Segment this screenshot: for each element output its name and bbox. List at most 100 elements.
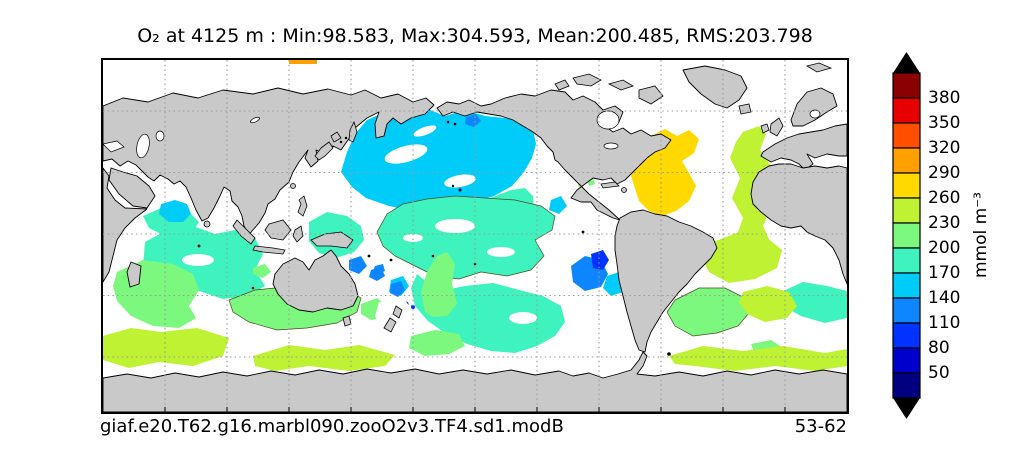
- land-arctic-island-1: [572, 73, 602, 87]
- o2-patch-gulf-of-alaska-blue: [465, 114, 481, 127]
- land-java: [252, 245, 286, 255]
- islands-layer: [103, 62, 833, 356]
- o2-patch-argentine-basin: [666, 287, 750, 337]
- land-eurasia: [103, 87, 435, 236]
- colorbar-segment: [892, 197, 921, 224]
- lake-baikal: [250, 116, 260, 124]
- caspian-sea: [136, 133, 150, 159]
- colorbar-segment: [892, 322, 921, 349]
- land-europe: [760, 123, 847, 171]
- land-south-america: [614, 209, 718, 353]
- land-new-guinea: [310, 231, 354, 249]
- colorbar-tick-label: 350: [928, 113, 960, 133]
- land-borneo: [264, 219, 292, 241]
- o2-patch-south-pacific-tongue: [421, 252, 457, 317]
- land-sulawesi: [292, 225, 304, 243]
- o2-patch-tropical-pacific: [376, 195, 556, 280]
- colorbar-segment: [892, 147, 921, 174]
- colorbar-tick-label: 380: [928, 88, 960, 108]
- colorbar-tick-label: 170: [928, 263, 960, 283]
- land-hispaniola: [621, 187, 627, 193]
- o2-patch-se-atlantic: [781, 282, 847, 323]
- land-arctic-island-2: [607, 79, 634, 91]
- bottom-axis-ticks: [164, 407, 786, 412]
- colorbar-segment: [892, 122, 921, 149]
- colorbar-tick-label: 230: [928, 213, 960, 233]
- o2-patch-central-pacific-cyan: [549, 196, 567, 214]
- colorbar-tick-label: 290: [928, 163, 960, 183]
- o2-patch-antarctic-band-east: [669, 346, 847, 371]
- colorbar-segment: [892, 347, 921, 374]
- colorbar-segment: [892, 247, 921, 274]
- colorbar-under-arrow: [893, 398, 920, 419]
- plot-title: O₂ at 4125 m : Min:98.583, Max:304.593, …: [137, 25, 813, 47]
- o2-patch-coral-sea-blue-1: [349, 256, 367, 274]
- o2-patch-nw-australia: [253, 264, 271, 278]
- world-map: [103, 60, 847, 412]
- land-sakhalin: [348, 120, 358, 143]
- land-cuba: [600, 181, 620, 189]
- great-lakes: [603, 142, 619, 150]
- land-arctic-island-3: [554, 79, 570, 91]
- land-greenland: [682, 65, 748, 109]
- land-sumatra: [232, 219, 256, 245]
- o2-patch-north-pacific: [341, 108, 536, 211]
- land-svalbard: [805, 62, 833, 73]
- o2-patch-cape-basin: [739, 286, 797, 322]
- colorbar-tick-label: 80: [928, 338, 950, 358]
- land-sri-lanka: [203, 220, 211, 228]
- land-arabia: [108, 167, 156, 209]
- colorbar-units-label: mmol m⁻³: [971, 192, 991, 278]
- colorbar-segment: [892, 372, 921, 399]
- graticule: [103, 60, 847, 412]
- colorbar: 380 350 320 290 260 230 200 170 140 110 …: [892, 52, 991, 419]
- colorbar-segment: [892, 272, 921, 299]
- o2-patch-philippine-blue: [390, 281, 405, 297]
- colorbar-segments: [892, 72, 921, 399]
- o2-patch-east-of-nz: [409, 330, 465, 356]
- colorbar-over-arrow: [893, 52, 920, 73]
- land-britain: [769, 117, 784, 137]
- island-specks: [197, 120, 671, 356]
- colorbar-tick-label: 260: [928, 188, 960, 208]
- o2-field-layer: [103, 60, 847, 371]
- colorbar-tick-label: 320: [928, 138, 960, 158]
- o2-patch-arabian-sea-core: [159, 200, 191, 222]
- land-scandinavia: [790, 87, 838, 127]
- o2-patch-banda-dot-2: [411, 305, 415, 309]
- colorbar-segment: [892, 297, 921, 324]
- o2-patch-antarctic-band-west: [103, 328, 229, 368]
- o2-patch-peru-core: [591, 250, 609, 270]
- aral-sea: [155, 130, 165, 142]
- land-japan-hokkaido: [330, 131, 342, 143]
- hudson-bay: [596, 110, 620, 130]
- land-iceland: [738, 103, 752, 115]
- run-label: giaf.e20.T62.g16.marbl090.zooO2v3.TF4.sd…: [100, 416, 564, 437]
- land-philippines: [297, 195, 308, 217]
- land-madagascar: [126, 261, 142, 288]
- land-ireland: [760, 123, 770, 134]
- time-range-label: 53-62: [794, 416, 847, 437]
- land-australia: [272, 249, 359, 313]
- colorbar-tick-labels: 380 350 320 290 260 230 200 170 140 110 …: [928, 88, 960, 383]
- o2-patch-angola-basin: [701, 232, 782, 283]
- lakes-layer: [103, 109, 821, 159]
- land-taiwan: [290, 183, 296, 189]
- colorbar-tick-label: 50: [928, 363, 950, 383]
- colorbar-tick-label: 140: [928, 288, 960, 308]
- map-frame: [101, 58, 849, 414]
- land-antarctica: [103, 351, 847, 412]
- colorbar-segment: [892, 97, 921, 124]
- colorbar-segment: [892, 172, 921, 199]
- black-sea: [103, 140, 125, 153]
- o2-patch-south-china-blue: [373, 264, 385, 274]
- land-africa-west: [750, 163, 847, 285]
- baltic-sea: [809, 109, 821, 119]
- colorbar-tick-label: 200: [928, 238, 960, 258]
- land-nz-north: [392, 305, 403, 319]
- colorbar-segment: [892, 222, 921, 249]
- colorbar-segment: [892, 72, 921, 99]
- land-japan-honshu: [314, 141, 334, 161]
- land-africa-east: [103, 167, 148, 283]
